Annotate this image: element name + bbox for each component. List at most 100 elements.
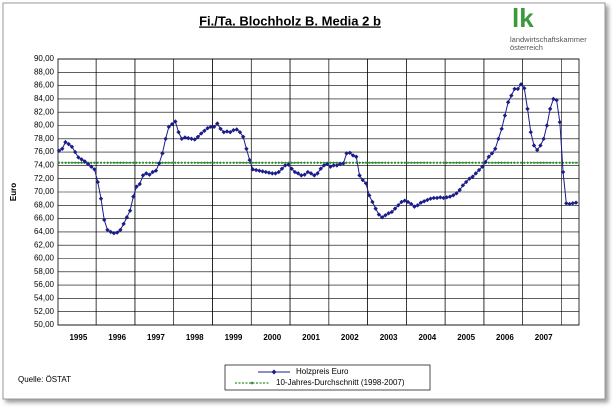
- data-point: [228, 129, 233, 135]
- data-point: [560, 169, 566, 175]
- data-point: [182, 135, 188, 140]
- data-point: [102, 217, 107, 223]
- average-marker: [506, 161, 510, 165]
- data-point: [360, 177, 365, 183]
- average-marker: [303, 161, 306, 165]
- average-marker: [500, 161, 504, 165]
- data-point: [324, 161, 330, 167]
- data-point: [72, 149, 78, 155]
- average-marker: [102, 161, 106, 165]
- data-point: [221, 129, 226, 135]
- average-marker: [332, 161, 336, 165]
- data-point: [402, 198, 407, 203]
- average-marker: [173, 161, 177, 165]
- data-point: [502, 113, 508, 118]
- average-marker: [509, 161, 513, 165]
- data-point: [476, 167, 482, 173]
- x-tick-label: 2007: [535, 333, 553, 342]
- data-point: [121, 221, 126, 227]
- data-point: [392, 206, 398, 211]
- average-marker: [151, 161, 155, 165]
- average-marker: [564, 161, 568, 165]
- average-marker: [371, 161, 374, 165]
- average-marker: [425, 161, 429, 165]
- data-point: [273, 171, 278, 176]
- average-marker: [64, 161, 67, 165]
- average-marker: [519, 161, 523, 165]
- data-point: [95, 179, 100, 185]
- y-tick-label: 66,00: [34, 214, 55, 223]
- average-marker: [57, 161, 61, 165]
- data-point: [202, 128, 207, 134]
- data-point: [515, 86, 521, 92]
- data-point: [457, 187, 462, 193]
- data-point: [263, 169, 268, 175]
- average-marker: [461, 161, 465, 165]
- average-marker: [235, 161, 239, 165]
- data-point: [108, 229, 113, 235]
- data-point: [282, 163, 288, 168]
- average-marker: [464, 161, 468, 165]
- average-marker: [76, 161, 80, 165]
- data-point: [224, 129, 230, 134]
- x-tick-label: 1996: [108, 333, 126, 342]
- average-marker: [261, 161, 264, 165]
- average-marker: [212, 161, 216, 165]
- data-point: [211, 124, 217, 130]
- data-point: [541, 136, 546, 141]
- average-marker: [60, 161, 64, 165]
- average-marker: [118, 161, 122, 165]
- average-marker: [183, 161, 187, 165]
- data-point: [186, 135, 191, 141]
- data-point: [344, 151, 349, 156]
- average-marker: [383, 161, 387, 165]
- data-point: [160, 151, 165, 156]
- data-point: [370, 199, 375, 205]
- average-marker: [529, 161, 533, 165]
- data-point: [137, 181, 142, 187]
- average-marker: [422, 161, 426, 165]
- legend-swatch: [271, 369, 277, 375]
- data-point: [244, 146, 249, 151]
- data-point: [354, 154, 359, 159]
- average-marker: [558, 161, 562, 165]
- data-point: [89, 164, 94, 169]
- average-marker: [490, 161, 494, 165]
- data-point: [56, 148, 62, 153]
- data-point: [551, 96, 556, 102]
- data-point: [286, 162, 291, 167]
- y-tick-label: 82,00: [34, 107, 55, 116]
- data-point: [331, 163, 336, 168]
- data-point: [205, 125, 210, 131]
- data-point: [421, 199, 427, 204]
- data-point: [564, 201, 569, 206]
- y-tick-label: 76,00: [34, 147, 55, 156]
- average-marker: [251, 161, 255, 165]
- average-marker: [364, 161, 368, 165]
- data-point: [544, 123, 550, 128]
- average-marker: [219, 161, 222, 165]
- average-marker: [396, 161, 400, 165]
- data-point: [173, 119, 178, 124]
- average-marker: [322, 161, 326, 165]
- average-marker: [393, 161, 397, 165]
- average-marker: [413, 161, 416, 165]
- average-marker: [154, 161, 158, 165]
- average-marker: [367, 161, 371, 165]
- x-tick-label: 1997: [147, 333, 165, 342]
- x-tick-label: 2004: [418, 333, 436, 342]
- average-marker: [545, 161, 549, 165]
- average-marker: [138, 161, 142, 165]
- data-point: [535, 147, 540, 153]
- average-marker: [170, 161, 174, 165]
- average-marker: [141, 161, 145, 165]
- average-marker: [409, 161, 413, 165]
- data-point: [163, 136, 168, 141]
- average-marker: [477, 161, 481, 165]
- average-marker: [264, 161, 268, 165]
- data-point: [237, 129, 243, 135]
- average-marker: [161, 161, 164, 165]
- data-point: [63, 139, 68, 145]
- average-marker: [296, 161, 300, 165]
- y-tick-label: 56,00: [34, 280, 55, 289]
